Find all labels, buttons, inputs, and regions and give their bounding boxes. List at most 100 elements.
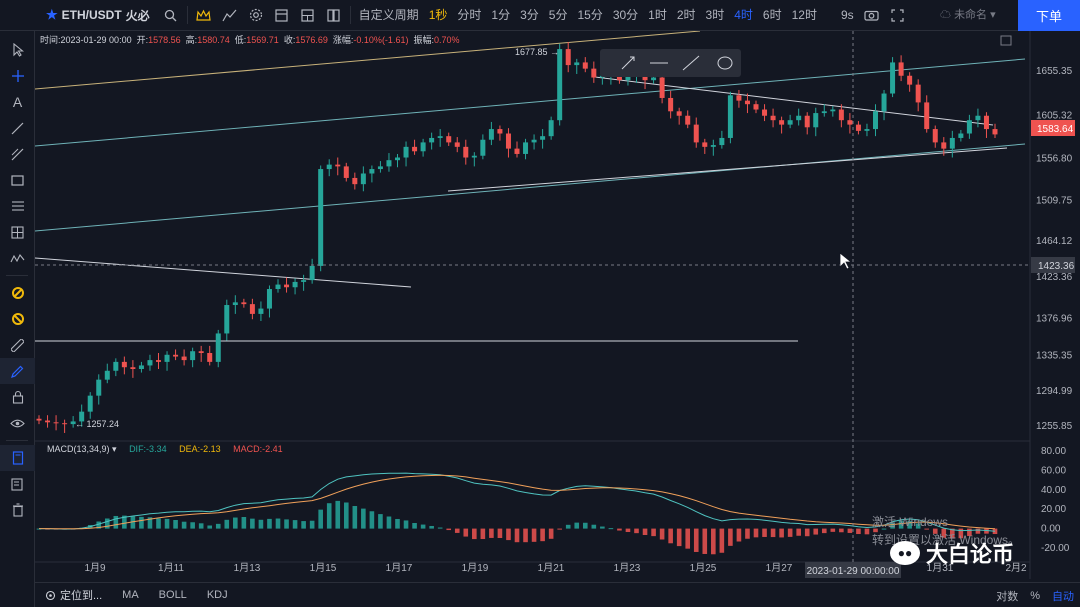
candle-body — [266, 289, 272, 309]
parallel-channel-icon[interactable] — [0, 193, 35, 219]
candle-body — [429, 137, 435, 143]
period-5m[interactable]: 5分 — [548, 7, 568, 22]
period-3h[interactable]: 3时 — [705, 7, 725, 22]
magnet-icon[interactable] — [0, 280, 35, 306]
macd-legend[interactable]: MACD(13,34,9) ▾ DIF:-3.34 DEA:-2.13 MACD… — [47, 444, 283, 454]
trash-icon[interactable] — [0, 497, 35, 523]
period-2h[interactable]: 2时 — [676, 7, 696, 22]
crown-icon[interactable] — [191, 0, 217, 31]
drawing-popup — [600, 49, 741, 77]
macd-bar — [864, 528, 870, 535]
ruler-icon[interactable] — [0, 332, 35, 358]
search-icon[interactable] — [158, 0, 184, 31]
ellipse-icon — [717, 56, 733, 70]
pattern-icon[interactable] — [0, 245, 35, 271]
chart-canvas[interactable]: 1655.35 1605.32 1556.80 1509.75 1464.12 1423.… — [35, 31, 1080, 579]
period-timeline[interactable]: 分时 — [457, 7, 482, 22]
eye-icon[interactable] — [0, 410, 35, 436]
x-tick-label: 1月11 — [158, 562, 184, 574]
candle-body — [616, 73, 622, 81]
period-1s[interactable]: 1秒 — [428, 7, 448, 22]
candle-body — [360, 173, 366, 185]
multi-chart-icon[interactable] — [321, 0, 347, 31]
candle-body — [710, 145, 716, 147]
macd-bar — [463, 528, 469, 537]
text-tool-icon[interactable]: A — [12, 94, 23, 110]
candle-body — [574, 62, 580, 66]
macd-bar — [429, 525, 434, 529]
period-6h[interactable]: 6时 — [762, 7, 782, 22]
star-icon[interactable]: ★ — [46, 7, 58, 22]
layout-name[interactable]: ☁ 未命名 ▾ — [940, 9, 996, 21]
layout-icon[interactable] — [295, 0, 321, 31]
y-tick-label: 1255.85 — [1036, 421, 1073, 432]
high-label: 高: — [185, 35, 198, 45]
boll-indicator-button[interactable]: BOLL — [158, 589, 187, 601]
edit-list-icon[interactable] — [0, 471, 35, 497]
macd-bar — [173, 519, 178, 529]
kdj-indicator-button[interactable]: KDJ — [206, 589, 228, 601]
rectangle-icon[interactable] — [0, 167, 35, 193]
candle-body — [87, 395, 93, 412]
macd-bar — [198, 523, 204, 529]
log-scale-button[interactable]: 对数 — [996, 590, 1019, 603]
candle-body — [505, 133, 511, 149]
change-label: 涨幅: — [332, 35, 354, 45]
candle-body — [412, 146, 418, 152]
period-15m[interactable]: 15分 — [577, 7, 603, 22]
macd-bar — [813, 528, 819, 535]
custom-period-dropdown[interactable]: 自定义周期 — [358, 7, 419, 22]
bookmark-icon[interactable] — [0, 445, 35, 471]
trendline-icon[interactable] — [0, 115, 35, 141]
grid-tool-icon[interactable] — [0, 219, 35, 245]
macd-bar — [343, 502, 349, 529]
template-icon[interactable] — [269, 0, 295, 31]
ma-indicator-button[interactable]: MA — [122, 589, 139, 601]
period-1m[interactable]: 1分 — [491, 7, 511, 22]
dea-line — [39, 474, 996, 530]
period-30m[interactable]: 30分 — [612, 7, 639, 22]
auto-scale-button[interactable]: 自动 — [1052, 590, 1074, 603]
period-12h[interactable]: 12时 — [791, 7, 817, 22]
period-4h[interactable]: 4时 — [734, 7, 753, 22]
gear-icon[interactable] — [243, 0, 269, 31]
pen-icon[interactable] — [0, 358, 35, 384]
period-3m[interactable]: 3分 — [520, 7, 539, 22]
macd-bar — [523, 528, 528, 543]
order-button[interactable]: 下单 — [1018, 0, 1080, 31]
macd-bar — [676, 528, 682, 547]
macd-bar — [181, 521, 187, 529]
high-value: 1580.74 — [197, 35, 230, 45]
candle-body — [471, 155, 477, 158]
x-tick-label: 1月17 — [386, 562, 413, 574]
period-9s[interactable]: 9s — [840, 7, 854, 22]
macd-y-tick-label: -20.00 — [1041, 543, 1070, 554]
lock-icon[interactable] — [0, 384, 35, 410]
camera-icon[interactable] — [859, 0, 885, 31]
candle-body — [924, 102, 930, 130]
macd-bar — [890, 522, 895, 529]
macd-bar — [685, 528, 691, 549]
fullscreen-icon[interactable] — [885, 0, 911, 31]
candle-body — [369, 169, 375, 174]
macd-bar — [821, 528, 827, 534]
trendline-top — [35, 31, 701, 90]
candle-body — [454, 142, 460, 147]
cursor-icon[interactable] — [0, 37, 35, 63]
locate-button[interactable]: 定位到... — [35, 587, 112, 603]
symbol-selector[interactable]: ★ ETH/USDT 火必 — [0, 0, 158, 31]
crosshair-icon[interactable] — [0, 63, 35, 89]
x-tick-label: 1月15 — [310, 562, 337, 574]
percent-scale-button[interactable]: % — [1030, 589, 1040, 602]
chart-area[interactable]: 1655.35 1605.32 1556.80 1509.75 1464.12 1423.… — [35, 31, 1080, 579]
macd-bar — [924, 528, 930, 530]
period-1h[interactable]: 1时 — [648, 7, 667, 22]
candle-body — [224, 305, 230, 334]
macd-bar — [275, 518, 281, 529]
fib-icon[interactable] — [0, 141, 35, 167]
indicator-icon[interactable] — [217, 0, 243, 31]
macd-bar — [420, 524, 426, 529]
candle-body — [113, 361, 119, 371]
strong-magnet-icon[interactable] — [0, 306, 35, 332]
macd-bar — [992, 528, 998, 535]
